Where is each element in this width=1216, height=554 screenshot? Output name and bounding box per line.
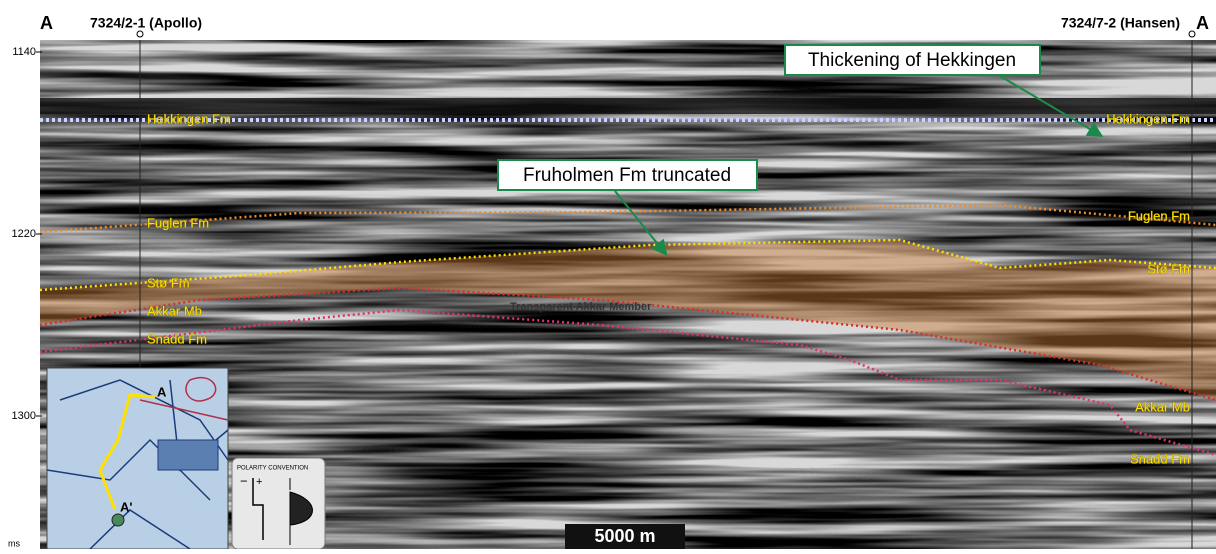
horizon-label: Fuglen Fm xyxy=(147,215,209,230)
well-symbol xyxy=(1189,31,1195,37)
inset-well xyxy=(112,514,124,526)
scale-label: 5000 m xyxy=(594,526,655,546)
horizon-label: Snadd Fm xyxy=(147,331,207,346)
well-label-left: 7324/2-1 (Apollo) xyxy=(90,15,202,31)
figure: A 7324/2-1 (Apollo) 7324/7-2 (Hansen) A … xyxy=(0,0,1216,549)
well-symbol xyxy=(137,31,143,37)
horizon-label: Hekkingen Fm xyxy=(1106,111,1190,126)
inset-block xyxy=(158,440,218,470)
inset-start: A xyxy=(157,384,167,399)
horizon-label: Stø Fm xyxy=(147,275,190,290)
horizon-label: Akkar Mb xyxy=(147,303,202,318)
inset-end: A' xyxy=(120,499,132,514)
time-axis: 1140 1220 1300 xyxy=(12,46,42,422)
polarity-title: POLARITY CONVENTION xyxy=(237,466,308,472)
marker-right: A xyxy=(1196,13,1209,33)
polarity-plus: + xyxy=(256,476,262,488)
well-label-right: 7324/7-2 (Hansen) xyxy=(1061,15,1180,31)
polarity-frame xyxy=(232,458,325,549)
callout-text: Fruholmen Fm truncated xyxy=(523,165,731,186)
tick-label: 1220 xyxy=(12,228,36,240)
horizon-label: Fuglen Fm xyxy=(1128,208,1190,223)
horizon-label: Stø Fm xyxy=(1147,261,1190,276)
tick-label: 1300 xyxy=(12,410,36,422)
polarity-box: POLARITY CONVENTION − + xyxy=(232,458,325,549)
annotation: Transparent Akkar Member xyxy=(510,301,652,313)
page: A 7324/2-1 (Apollo) 7324/7-2 (Hansen) A … xyxy=(0,0,1216,549)
callout-text: Thickening of Hekkingen xyxy=(808,50,1016,71)
horizon-label: Hekkingen Fm xyxy=(147,111,231,126)
axis-unit: ms xyxy=(8,538,20,548)
marker-left: A xyxy=(40,13,53,33)
horizon-label: Akkar Mb xyxy=(1135,399,1190,414)
inset-map: A A' xyxy=(47,368,228,549)
polarity-minus: − xyxy=(240,473,248,488)
tick-label: 1140 xyxy=(12,46,36,58)
horizon-label: Snadd Fm xyxy=(1130,451,1190,466)
